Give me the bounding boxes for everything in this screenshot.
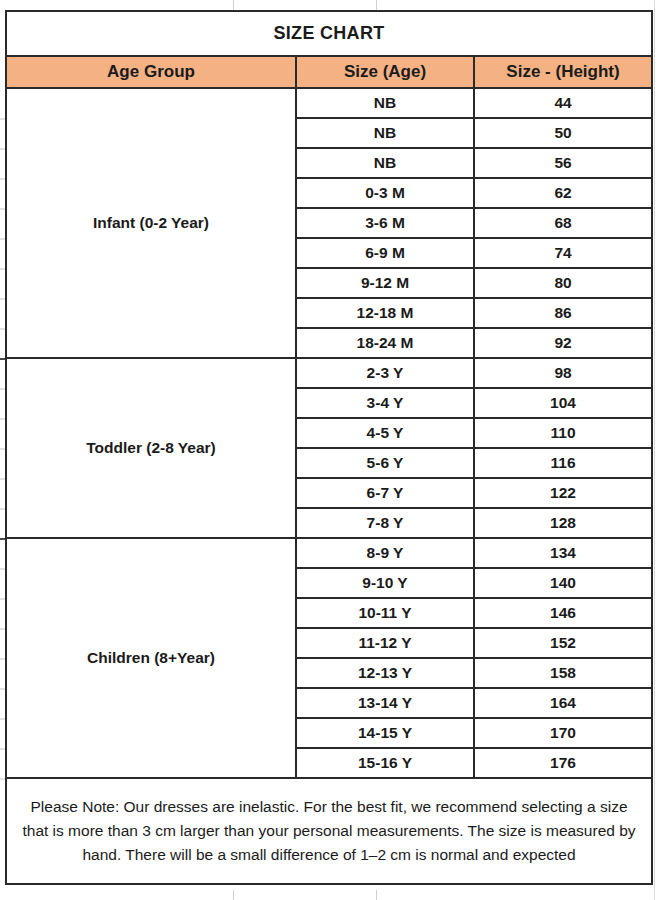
size-height-cell: 122 (474, 478, 652, 508)
gridline-stub (233, 0, 234, 10)
size-age-cell: 7-8 Y (296, 508, 474, 538)
gridline-stub (233, 890, 234, 900)
size-age-cell: 15-16 Y (296, 748, 474, 778)
page-title: SIZE CHART (6, 11, 652, 56)
size-height-cell: 170 (474, 718, 652, 748)
size-height-cell: 44 (474, 88, 652, 118)
size-height-cell: 158 (474, 658, 652, 688)
size-age-cell: 6-9 M (296, 238, 474, 268)
size-age-cell: 8-9 Y (296, 538, 474, 568)
size-height-cell: 104 (474, 388, 652, 418)
size-age-cell: 12-13 Y (296, 658, 474, 688)
size-age-cell: 11-12 Y (296, 628, 474, 658)
size-height-cell: 50 (474, 118, 652, 148)
size-chart-page: SIZE CHART Age Group Size (Age) Size - (… (0, 0, 660, 900)
size-age-cell: 3-4 Y (296, 388, 474, 418)
age-group-cell-children: Children (8+Year) (6, 538, 296, 778)
table-row: Children (8+Year) 8-9 Y 134 (6, 538, 652, 568)
column-header-age-group: Age Group (6, 56, 296, 88)
size-height-cell: 152 (474, 628, 652, 658)
size-age-cell: 9-12 M (296, 268, 474, 298)
size-age-cell: 0-3 M (296, 178, 474, 208)
size-age-cell: 2-3 Y (296, 358, 474, 388)
size-height-cell: 140 (474, 568, 652, 598)
size-chart-table: SIZE CHART Age Group Size (Age) Size - (… (5, 10, 653, 885)
size-age-cell: NB (296, 88, 474, 118)
gridline-stub (376, 890, 377, 900)
size-height-cell: 86 (474, 298, 652, 328)
size-height-cell: 176 (474, 748, 652, 778)
size-height-cell: 110 (474, 418, 652, 448)
size-height-cell: 92 (474, 328, 652, 358)
size-height-cell: 146 (474, 598, 652, 628)
size-height-cell: 68 (474, 208, 652, 238)
size-age-cell: 6-7 Y (296, 478, 474, 508)
size-age-cell: 4-5 Y (296, 418, 474, 448)
age-group-cell-infant: Infant (0-2 Year) (6, 88, 296, 358)
size-height-cell: 80 (474, 268, 652, 298)
size-height-cell: 134 (474, 538, 652, 568)
column-header-size-height: Size - (Height) (474, 56, 652, 88)
size-height-cell: 62 (474, 178, 652, 208)
note-text: Please Note: Our dresses are inelastic. … (6, 778, 652, 884)
size-height-cell: 74 (474, 238, 652, 268)
size-age-cell: 18-24 M (296, 328, 474, 358)
table-row: Toddler (2-8 Year) 2-3 Y 98 (6, 358, 652, 388)
size-height-cell: 56 (474, 148, 652, 178)
table-row: Infant (0-2 Year) NB 44 (6, 88, 652, 118)
size-age-cell: 10-11 Y (296, 598, 474, 628)
size-age-cell: NB (296, 118, 474, 148)
size-age-cell: 14-15 Y (296, 718, 474, 748)
gridline-right (654, 0, 655, 900)
title-row: SIZE CHART (6, 11, 652, 56)
size-age-cell: 3-6 M (296, 208, 474, 238)
size-height-cell: 116 (474, 448, 652, 478)
size-age-cell: 13-14 Y (296, 688, 474, 718)
size-chart-sheet: SIZE CHART Age Group Size (Age) Size - (… (5, 10, 651, 885)
header-row: Age Group Size (Age) Size - (Height) (6, 56, 652, 88)
size-age-cell: 5-6 Y (296, 448, 474, 478)
note-row: Please Note: Our dresses are inelastic. … (6, 778, 652, 884)
size-height-cell: 128 (474, 508, 652, 538)
column-header-size-age: Size (Age) (296, 56, 474, 88)
size-height-cell: 98 (474, 358, 652, 388)
size-age-cell: 9-10 Y (296, 568, 474, 598)
size-height-cell: 164 (474, 688, 652, 718)
size-age-cell: NB (296, 148, 474, 178)
gridline-stub (376, 0, 377, 10)
size-age-cell: 12-18 M (296, 298, 474, 328)
age-group-cell-toddler: Toddler (2-8 Year) (6, 358, 296, 538)
